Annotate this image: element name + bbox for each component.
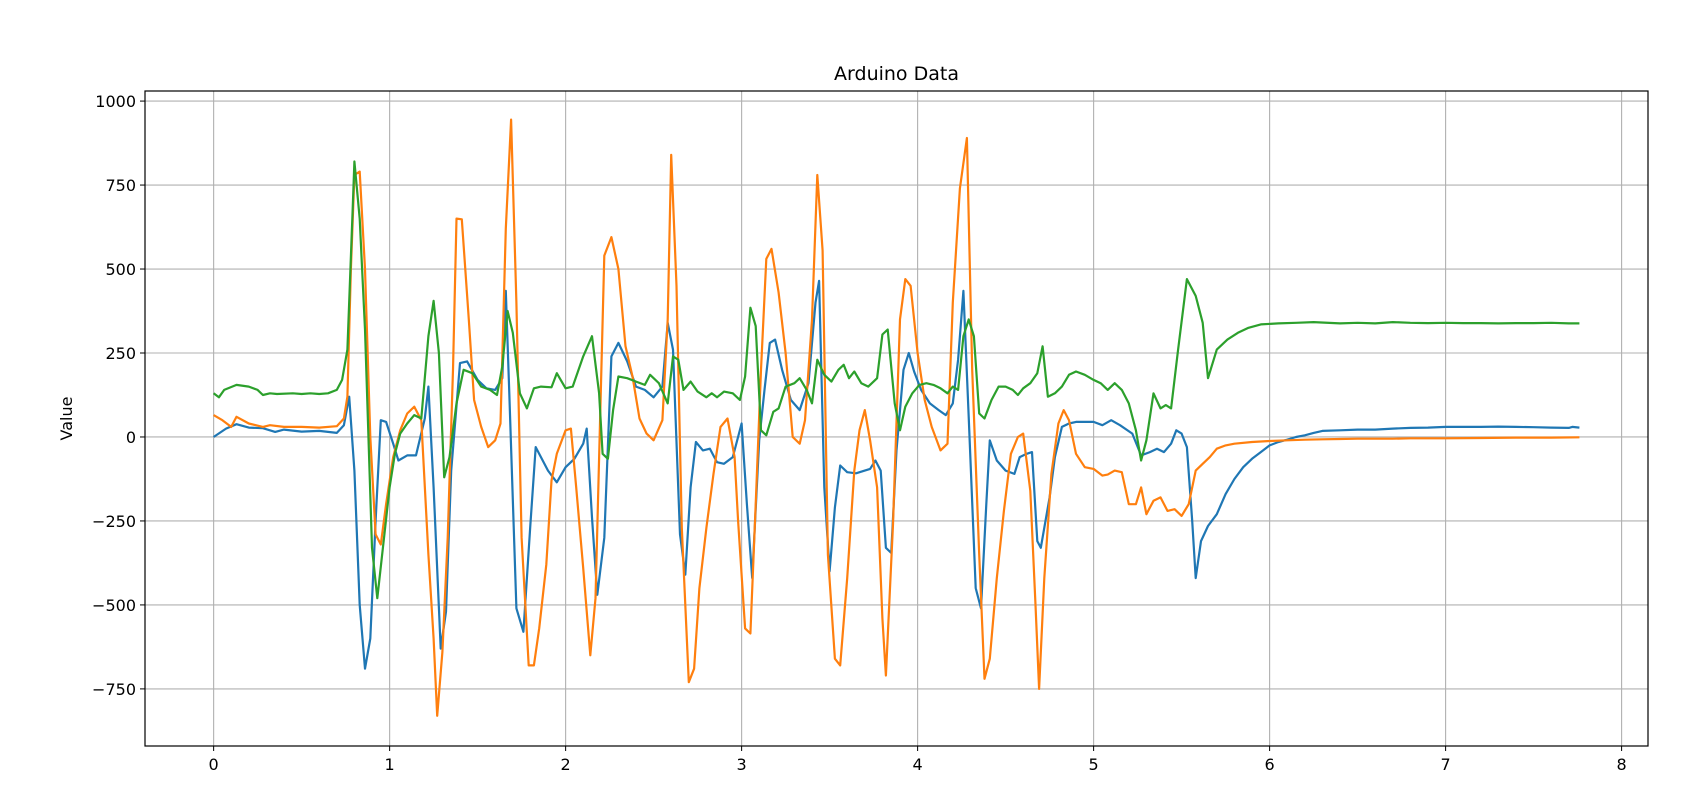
x-tick-label: 3: [737, 755, 747, 774]
x-tick-label: 2: [561, 755, 571, 774]
y-tick-label: 0: [126, 428, 136, 447]
y-tick-label: −500: [92, 596, 136, 615]
y-tick-label: 1000: [95, 92, 136, 111]
series-line-3: [212, 160, 1580, 600]
x-tick-label: 1: [385, 755, 395, 774]
y-tick-label: 500: [105, 260, 136, 279]
series-lines: [212, 118, 1580, 717]
y-tick-label: 250: [105, 344, 136, 363]
x-tick-label: 5: [1089, 755, 1099, 774]
y-axis-label: Value: [57, 397, 76, 441]
chart-title: Arduino Data: [834, 63, 959, 85]
y-tick-label: 750: [105, 176, 136, 195]
series-line-1: [212, 279, 1580, 670]
series-line-2: [213, 118, 1580, 717]
x-tick-label: 0: [209, 755, 219, 774]
y-tick-label: −250: [92, 512, 136, 531]
x-tick-label: 7: [1441, 755, 1451, 774]
plot-frame: [144, 90, 1649, 747]
x-tick-label: 4: [913, 755, 923, 774]
axis-ticks: 0 1 2 3 4 5 6 7 8 −750 −500 −250 0 250 500 750 1000: [92, 92, 1627, 774]
x-tick-label: 8: [1617, 755, 1627, 774]
x-tick-label: 6: [1265, 755, 1275, 774]
y-tick-label: −750: [92, 680, 136, 699]
